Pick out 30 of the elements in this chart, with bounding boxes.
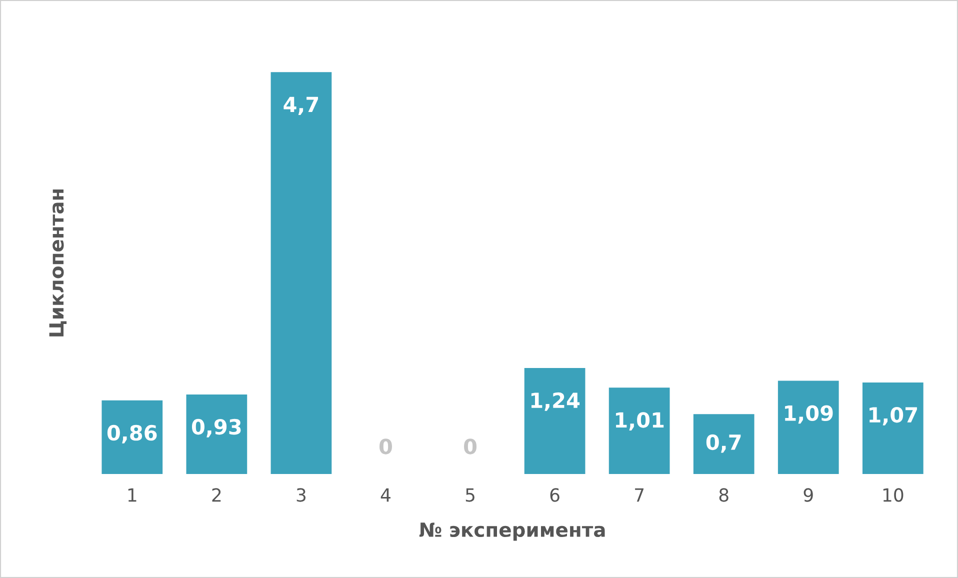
y-axis-title: Циклопентан [49, 189, 67, 336]
bar [778, 380, 839, 474]
x-tick-label: 7 [635, 488, 644, 502]
bar [608, 388, 670, 474]
data-label: 0,93 [192, 418, 241, 438]
bar [102, 400, 163, 474]
data-label: 1,07 [870, 406, 917, 426]
x-tick-label: 1 [128, 488, 136, 502]
data-label: 0,86 [107, 424, 157, 444]
x-tick-label: 9 [804, 488, 813, 502]
data-label: 0 [379, 438, 392, 454]
x-tick-label: 8 [719, 488, 728, 502]
x-tick-label: 2 [212, 488, 221, 502]
x-tick-label: 5 [466, 488, 474, 502]
x-tick-label: 3 [296, 488, 306, 502]
x-tick-label: 4 [380, 488, 390, 502]
bar [693, 414, 754, 474]
x-tick-label: 10 [883, 488, 904, 502]
data-label: 1,01 [616, 412, 664, 431]
data-label: 0,7 [706, 434, 741, 453]
x-axis-title: № эксперимента [419, 522, 605, 541]
x-tick-label: 6 [550, 488, 560, 502]
bar [524, 368, 586, 474]
bar [186, 394, 248, 474]
data-label: 0 [464, 438, 477, 454]
data-label: 1,24 [531, 392, 580, 411]
bar [270, 72, 332, 474]
data-label: 1,09 [785, 405, 833, 424]
data-label: 4,7 [284, 96, 318, 116]
bar [862, 382, 924, 474]
